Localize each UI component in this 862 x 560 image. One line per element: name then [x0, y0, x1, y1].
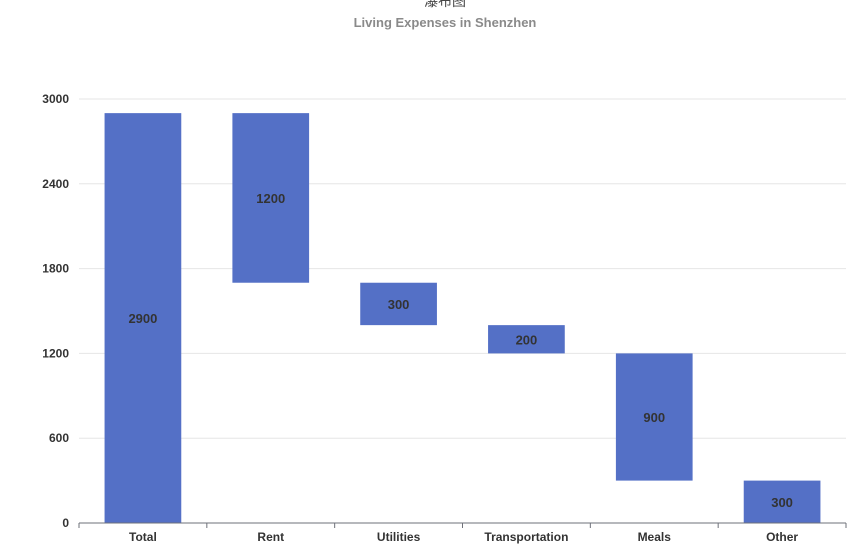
x-category-label: Utilities — [377, 530, 421, 544]
bar-total — [104, 113, 182, 523]
y-tick-label: 3000 — [42, 92, 69, 106]
chart-title: 瀑布图 — [424, 0, 466, 9]
bar-meals — [615, 353, 693, 481]
y-axis-ticks: 0 600 1200 1800 2400 3000 — [42, 92, 69, 530]
x-category-label: Total — [129, 530, 157, 544]
data-labels: 2900 1200 300 200 900 300 — [128, 191, 792, 510]
y-tick-label: 2400 — [42, 177, 69, 191]
y-tick-label: 600 — [49, 431, 69, 445]
x-category-label: Other — [766, 530, 798, 544]
x-category-label: Meals — [638, 530, 672, 544]
bar-transportation — [488, 325, 565, 354]
y-tick-label: 0 — [62, 516, 69, 530]
x-category-label: Rent — [257, 530, 284, 544]
data-label: 900 — [643, 410, 665, 425]
x-axis: Total Rent Utilities Transportation Meals Oth… — [78, 522, 847, 544]
y-tick-label: 1800 — [42, 262, 69, 276]
x-category-label: Transportation — [484, 530, 568, 544]
data-label: 300 — [388, 297, 410, 312]
bars — [104, 113, 821, 523]
bar-utilities — [360, 282, 437, 326]
bar-other — [743, 480, 821, 523]
bar-rent — [232, 113, 310, 283]
chart-subtitle: Living Expenses in Shenzhen — [354, 15, 537, 30]
data-label: 2900 — [128, 311, 157, 326]
data-label: 200 — [516, 332, 538, 347]
y-tick-label: 1200 — [42, 346, 69, 360]
data-label: 300 — [771, 495, 793, 510]
y-gridlines — [79, 98, 846, 439]
data-label: 1200 — [256, 191, 285, 206]
